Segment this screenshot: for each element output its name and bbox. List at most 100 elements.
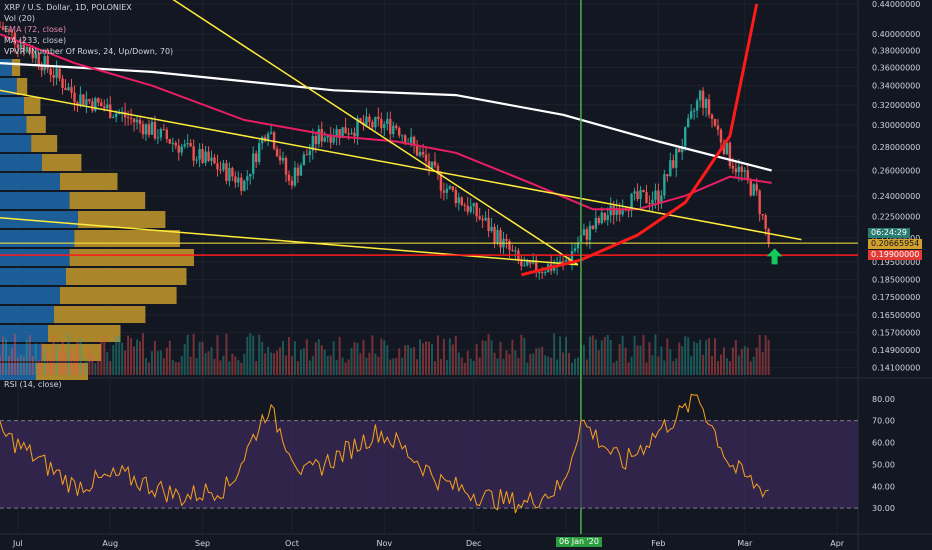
candle-body <box>561 261 565 263</box>
volume-bar <box>85 358 88 375</box>
volume-bar <box>207 351 210 375</box>
volume-bar <box>639 345 642 375</box>
volume-bar <box>714 338 716 375</box>
volume-bar <box>562 352 565 375</box>
candle-body <box>403 135 407 145</box>
candle-body <box>329 136 332 143</box>
candle-body <box>746 170 749 180</box>
candle-body <box>639 189 642 200</box>
candle-body <box>76 102 79 106</box>
volume-bar <box>532 353 535 375</box>
volume-bar <box>353 342 356 375</box>
volume-bar <box>523 338 526 375</box>
candle-body <box>210 157 213 161</box>
volume-bar <box>252 335 255 375</box>
volume-bar <box>311 356 314 375</box>
candle-body <box>457 197 460 204</box>
candle-body <box>296 167 300 176</box>
volume-bar <box>61 340 64 375</box>
vpvr-up-bar <box>0 173 60 190</box>
volume-bar <box>192 334 195 375</box>
volume-bar <box>460 357 463 375</box>
volume-bar <box>690 355 693 375</box>
ema-72-line <box>0 33 772 211</box>
volume-bar <box>267 347 270 375</box>
candle-body <box>7 29 11 31</box>
volume-bar <box>100 340 103 375</box>
volume-bar <box>657 356 660 375</box>
candle-body <box>302 154 306 166</box>
volume-bar <box>684 336 687 375</box>
volume-bar <box>755 347 758 375</box>
volume-bar <box>67 333 70 375</box>
candle-body <box>323 137 326 142</box>
volume-bar <box>195 358 198 375</box>
candle-body <box>466 205 469 212</box>
volume-bar <box>22 356 25 375</box>
candle-body <box>371 121 374 128</box>
current-price-badge: 0.20665954 <box>868 239 923 249</box>
candle-body <box>567 259 571 261</box>
volume-bar <box>314 342 317 375</box>
volume-bar <box>240 362 243 375</box>
volume-bar <box>174 362 177 375</box>
volume-bar <box>740 348 743 375</box>
volume-bar <box>261 341 264 375</box>
y-tick-label: 0.34000000 <box>872 82 920 91</box>
candle-body <box>642 189 645 193</box>
candle-body <box>436 165 440 174</box>
volume-bar <box>568 353 571 375</box>
volume-bar <box>660 346 663 375</box>
volume-bar <box>0 355 1 375</box>
candle-body <box>43 56 46 71</box>
volume-bar <box>228 361 231 375</box>
vpvr-down-bar <box>69 192 146 209</box>
candle-body <box>201 149 204 163</box>
volume-bar <box>544 355 547 375</box>
candle-body <box>49 68 52 75</box>
volume-bar <box>669 349 672 375</box>
volume-bar <box>159 350 162 375</box>
volume-bar <box>407 344 410 375</box>
y-tick-label: 0.21000000 <box>872 234 920 243</box>
volume-bar <box>1 336 4 375</box>
vpvr-up-bar <box>0 135 32 152</box>
y-tick-label: 0.28000000 <box>872 143 920 152</box>
volume-bar <box>368 352 371 375</box>
candle-body <box>541 272 544 274</box>
candle-body <box>150 121 154 135</box>
volume-bar <box>165 347 168 375</box>
candle-body <box>335 129 338 138</box>
volume-bar <box>317 339 320 375</box>
candle-body <box>61 78 64 88</box>
candle-body <box>320 129 323 142</box>
candle-body <box>198 149 201 160</box>
candle-body <box>359 118 362 123</box>
candle-body <box>138 119 142 125</box>
volume-bar <box>722 347 725 375</box>
candle-body <box>514 250 517 252</box>
candle-body <box>213 157 216 164</box>
volume-bar <box>46 349 49 375</box>
vpvr-down-bar <box>26 116 46 133</box>
y-tick-label: 0.40000000 <box>872 30 920 39</box>
volume-bar <box>630 356 633 375</box>
candle-body <box>424 154 428 162</box>
candle-body <box>552 266 556 271</box>
volume-bar <box>553 333 556 375</box>
candle-body <box>609 205 612 216</box>
volume-bar <box>338 336 341 375</box>
volume-bar <box>505 350 508 375</box>
candle-body <box>189 143 192 147</box>
volume-bar <box>73 355 76 375</box>
volume-bar <box>520 334 523 375</box>
volume-bar <box>696 343 699 375</box>
volume-bar <box>234 356 237 375</box>
volume-bar <box>287 337 290 375</box>
volume-bar <box>475 343 478 375</box>
volume-bar <box>139 341 142 375</box>
volume-bar <box>529 354 532 375</box>
volume-bar <box>401 357 404 375</box>
candle-body <box>737 166 741 173</box>
